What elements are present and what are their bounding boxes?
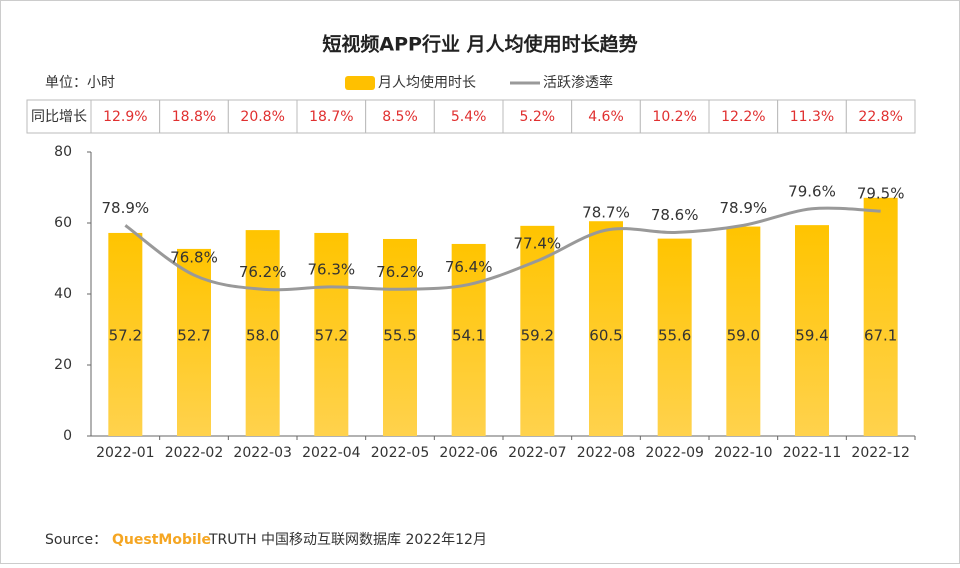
x-tick-label: 2022-04	[302, 445, 361, 461]
line-label: 76.3%	[308, 260, 356, 278]
bar	[795, 225, 829, 436]
yoy-cell	[571, 99, 641, 134]
legend-label: 月人均使用时长	[378, 74, 476, 91]
y-tick-label: 40	[54, 286, 72, 302]
yoy-value: 20.8%	[240, 109, 284, 125]
bar-label: 59.2	[521, 327, 554, 345]
source-brand: QuestMobile	[112, 532, 211, 548]
x-tick-label: 2022-02	[165, 445, 224, 461]
line-label: 78.9%	[720, 199, 768, 217]
line-label: 76.2%	[376, 263, 424, 281]
bar	[863, 197, 898, 436]
yoy-cell	[639, 99, 710, 134]
x-tick-label: 2022-08	[577, 445, 636, 461]
bar-label: 59.4	[795, 327, 828, 345]
line-label: 76.8%	[170, 249, 218, 267]
bar-label: 55.6	[658, 327, 691, 345]
yoy-value: 18.7%	[309, 109, 353, 125]
bar-label: 57.2	[109, 327, 142, 345]
bar	[383, 238, 417, 436]
yoy-cell	[26, 99, 92, 134]
line-label: 78.6%	[651, 206, 699, 224]
yoy-value: 12.2%	[721, 109, 765, 125]
x-tick-label: 2022-10	[714, 445, 773, 461]
yoy-cell	[296, 99, 367, 134]
bar	[314, 232, 349, 436]
line-label: 79.5%	[857, 185, 905, 203]
bar	[589, 221, 623, 436]
x-tick-label: 2022-03	[233, 445, 292, 461]
bar-label: 52.7	[177, 327, 210, 345]
yoy-value: 11.3%	[790, 109, 834, 125]
source-prefix: Source：	[45, 532, 107, 548]
bar	[726, 226, 761, 436]
legend-label: 活跃渗透率	[543, 74, 613, 91]
yoy-cell	[90, 99, 161, 134]
y-tick-label: 80	[54, 144, 72, 160]
y-tick-label: 0	[63, 428, 72, 444]
bar-label: 57.2	[315, 327, 348, 345]
bar	[657, 238, 692, 436]
line-label: 76.4%	[445, 258, 493, 276]
yoy-value: 5.2%	[520, 109, 556, 125]
yoy-cell	[777, 99, 847, 134]
y-tick-label: 20	[54, 357, 72, 373]
line	[124, 206, 881, 292]
yoy-value: 5.4%	[451, 109, 487, 125]
bar	[451, 243, 486, 436]
bar-label: 58.0	[246, 327, 279, 345]
line-label: 78.7%	[582, 204, 630, 222]
line-label: 77.4%	[514, 234, 562, 252]
bar-label: 67.1	[864, 327, 897, 345]
yoy-value: 10.2%	[652, 109, 696, 125]
yoy-cell	[502, 99, 573, 134]
x-tick-label: 2022-11	[783, 445, 842, 461]
yoy-value: 18.8%	[172, 109, 216, 125]
yoy-cell	[845, 99, 916, 134]
x-tick-label: 2022-06	[439, 445, 498, 461]
line-label: 79.6%	[788, 182, 836, 200]
line-label: 76.2%	[239, 263, 287, 281]
line-label: 78.9%	[102, 199, 150, 217]
x-tick-label: 2022-12	[851, 445, 910, 461]
x-tick-label: 2022-07	[508, 445, 567, 461]
unit-label: 单位：小时	[45, 75, 115, 91]
chart-title: 短视频APP行业 月人均使用时长趋势	[322, 33, 637, 56]
bar-label: 55.5	[383, 327, 416, 345]
legend-swatch	[345, 76, 375, 90]
x-tick-label: 2022-01	[96, 445, 155, 461]
yoy-value: 22.8%	[858, 109, 902, 125]
bar-label: 60.5	[589, 327, 622, 345]
yoy-value: 8.5%	[382, 109, 418, 125]
yoy-label: 同比增长	[31, 109, 87, 125]
x-tick-label: 2022-09	[645, 445, 704, 461]
bar-label: 54.1	[452, 327, 485, 345]
yoy-value: 12.9%	[103, 109, 147, 125]
bar-label: 59.0	[727, 327, 760, 345]
bar	[108, 232, 143, 436]
yoy-value: 4.6%	[588, 109, 624, 125]
source-text: TRUTH 中国移动互联网数据库 2022年12月	[208, 532, 487, 548]
x-tick-label: 2022-05	[371, 445, 430, 461]
y-tick-label: 60	[54, 215, 72, 231]
bar	[245, 230, 280, 436]
